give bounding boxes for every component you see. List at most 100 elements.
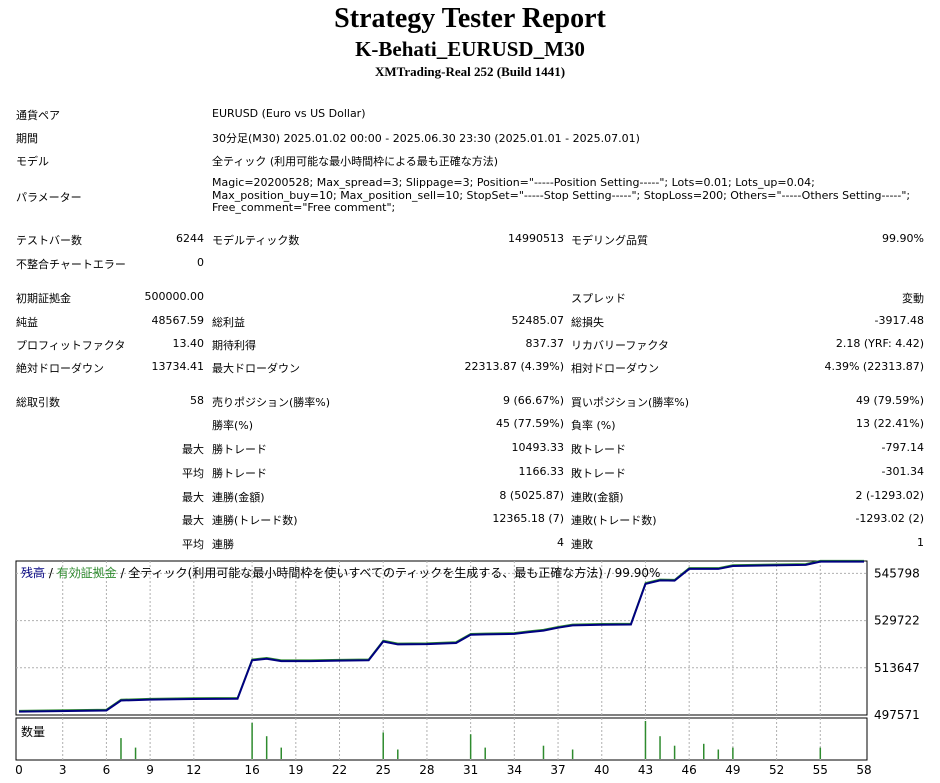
max-dd-value: 22313.87 (4.39%)	[464, 360, 564, 373]
pf-label: プロフィットファクタ	[16, 339, 126, 352]
period-label: 期間	[16, 132, 38, 145]
cons-loss-count-value: -1293.02 (2)	[855, 512, 924, 525]
avg-loss-value: -301.34	[881, 465, 924, 478]
model-label: モデル	[16, 155, 49, 168]
chart-frame	[15, 560, 868, 716]
short-value: 9 (66.67%)	[502, 394, 564, 407]
bars-value: 6244	[176, 232, 204, 245]
x-tick-label: 19	[288, 763, 303, 777]
pair-label: 通貨ペア	[16, 109, 60, 122]
quality-value: 99.90%	[882, 232, 924, 245]
params-label: パラメーター	[16, 191, 82, 204]
max-label-2: 最大	[182, 491, 204, 504]
mismatch-label: 不整合チャートエラー	[16, 258, 126, 271]
avg-win-value: 1166.33	[518, 465, 565, 478]
net-value: 48567.59	[151, 314, 205, 327]
loss-trade-label-1: 敗トレード	[571, 443, 626, 456]
x-tick-label: 58	[856, 763, 871, 777]
rel-dd-value: 4.39% (22313.87)	[824, 360, 924, 373]
y-tick-label: 529722	[874, 614, 920, 628]
max-dd-label: 最大ドローダウン	[212, 362, 300, 375]
x-tick-label: 49	[725, 763, 740, 777]
x-tick-label: 43	[638, 763, 653, 777]
gross-profit-label: 総利益	[212, 316, 245, 329]
ticks-value: 14990513	[508, 232, 564, 245]
period-value: 30分足(M30) 2025.01.02 00:00 - 2025.06.30 …	[212, 132, 640, 145]
cons-loss-money-value: 2 (-1293.02)	[855, 489, 924, 502]
trades-label: 総取引数	[16, 396, 60, 409]
x-tick-label: 52	[769, 763, 784, 777]
trades-value: 58	[190, 394, 204, 407]
cons-win-count-label: 連勝(トレード数)	[212, 514, 298, 527]
avg-cons-loss-value: 1	[917, 536, 924, 549]
x-axis-labels: 0 3 6 9 12 16 19 22 25 28 31 34 37 40 43 46 49 52 55 58	[15, 763, 871, 777]
net-label: 純益	[16, 316, 38, 329]
expected-label: 期待利得	[212, 339, 256, 352]
short-label: 売りポジション(勝率%)	[212, 396, 331, 409]
spread-value: 変動	[902, 292, 924, 305]
rel-dd-label: 相対ドローダウン	[571, 362, 659, 375]
x-tick-label: 6	[103, 763, 111, 777]
avg-label-2: 平均	[182, 538, 204, 551]
deposit-value: 500000.00	[144, 290, 205, 303]
legend-rest: / 全ティック(利用可能な最小時間枠を使いすべてのティックを生成する、最も正確な…	[117, 565, 661, 580]
max-label-1: 最大	[182, 443, 204, 456]
loss-rate-value: 13 (22.41%)	[855, 417, 924, 430]
params-value: Magic=20200528; Max_spread=3; Slippage=3…	[212, 176, 911, 214]
gross-loss-value: -3917.48	[874, 314, 924, 327]
report-subtitle: K-Behati_EURUSD_M30	[355, 37, 585, 61]
bars-label: テストバー数	[16, 234, 82, 247]
y-tick-label: 545798	[874, 566, 920, 580]
abs-dd-label: 絶対ドローダウン	[16, 362, 104, 375]
model-value: 全ティック (利用可能な最小時間枠による最も正確な方法)	[212, 155, 499, 168]
legend-equity: 有効証拠金	[57, 565, 117, 580]
x-tick-label: 28	[419, 763, 434, 777]
win-trade-label-2: 勝トレード	[212, 467, 267, 480]
x-tick-label: 9	[146, 763, 154, 777]
x-tick-label: 0	[15, 763, 23, 777]
y-tick-label: 513647	[874, 661, 920, 675]
x-tick-label: 22	[332, 763, 347, 777]
loss-trade-label-2: 敗トレード	[571, 467, 626, 480]
avg-cons-win-label: 連勝	[212, 538, 234, 551]
x-tick-label: 40	[594, 763, 609, 777]
balance-chart: 545798 529722 513647 497571 0 3 6 9 12 16 19 22 25 2…	[15, 559, 920, 777]
max-label-3: 最大	[182, 514, 204, 527]
x-tick-label: 34	[507, 763, 522, 777]
win-rate-label: 勝率(%)	[212, 419, 254, 432]
chart-legend: 残高 / 有効証拠金 / 全ティック(利用可能な最小時間枠を使いすべてのティック…	[21, 565, 660, 580]
deposit-label: 初期証拠金	[16, 292, 71, 305]
volume-bars	[120, 721, 822, 759]
report-server: XMTrading-Real 252 (Build 1441)	[374, 64, 566, 79]
loss-rate-label: 負率 (%)	[571, 419, 616, 432]
x-tick-label: 16	[244, 763, 259, 777]
x-tick-label: 46	[682, 763, 697, 777]
max-loss-value: -797.14	[881, 441, 924, 454]
x-tick-label: 31	[463, 763, 478, 777]
cons-win-money-value: 8 (5025.87)	[499, 489, 564, 502]
expected-value: 837.37	[525, 337, 565, 350]
long-value: 49 (79.59%)	[855, 394, 924, 407]
report-title: Strategy Tester Report	[334, 3, 606, 34]
recovery-value: 2.18 (YRF: 4.42)	[835, 337, 924, 350]
quality-label: モデリング品質	[571, 234, 648, 247]
mismatch-value: 0	[197, 256, 204, 269]
gross-loss-label: 総損失	[571, 316, 604, 329]
pf-value: 13.40	[172, 337, 205, 350]
gross-profit-value: 52485.07	[511, 314, 565, 327]
x-tick-label: 55	[813, 763, 828, 777]
ticks-label: モデルティック数	[212, 234, 300, 247]
x-tick-label: 25	[376, 763, 391, 777]
abs-dd-value: 13734.41	[151, 360, 205, 373]
legend-sep: /	[45, 566, 57, 580]
avg-cons-win-value: 4	[557, 536, 564, 549]
long-label: 買いポジション(勝率%)	[571, 396, 690, 409]
x-tick-label: 37	[550, 763, 565, 777]
y-axis-labels: 545798 529722 513647 497571	[874, 566, 920, 722]
x-tick-label: 3	[59, 763, 67, 777]
max-win-value: 10493.33	[511, 441, 565, 454]
recovery-label: リカバリーファクタ	[571, 339, 669, 352]
cons-win-money-label: 連勝(金額)	[212, 491, 265, 504]
cons-win-count-value: 12365.18 (7)	[492, 512, 564, 525]
avg-cons-loss-label: 連敗	[571, 538, 593, 551]
